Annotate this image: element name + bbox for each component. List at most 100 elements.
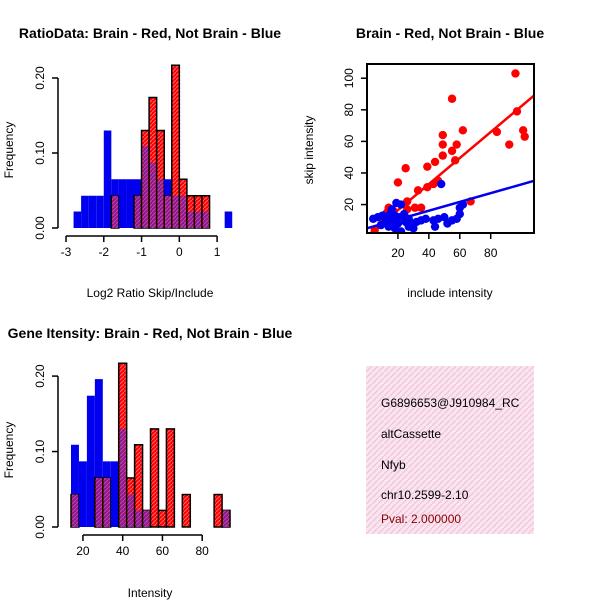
ratio-hist-overlap-bar (157, 179, 164, 228)
intensity-hist-overlap-bar (103, 477, 110, 527)
scatter-point-brain (401, 164, 410, 173)
scatter-point-brain (430, 157, 440, 167)
intensity-hist-blue-bar (78, 461, 87, 527)
scatter-point-brain (518, 126, 528, 135)
ratio-hist-title: RatioData: Brain - Red, Not Brain - Blue (19, 25, 281, 41)
scatter-point-not-brain (437, 179, 446, 189)
info-gene: Nfyb (381, 458, 406, 472)
ratio-hist-overlap-bar (187, 211, 194, 228)
intensity-hist-overlap-bar (127, 494, 134, 527)
ratio-hist-y-tick-label: 0.10 (33, 141, 47, 165)
ratio-hist-y-tick-label: 0.20 (33, 66, 47, 90)
ratio-hist-overlap-bar (195, 211, 201, 228)
scatter-point-brain (423, 162, 432, 171)
scatter-x-tick-label: 40 (422, 246, 436, 260)
scatter-point-not-brain (443, 219, 452, 228)
info-clip: G6896653@J910984_RC altCassette Nfyb chr… (381, 396, 520, 526)
scatter-point-not-brain (396, 200, 406, 209)
scatter-title: Brain - Red, Not Brain - Blue (356, 25, 544, 41)
intensity-hist-red-bar (149, 428, 160, 528)
intensity-hist-x-tick-label: 80 (196, 544, 210, 558)
scatter-point-brain (447, 94, 457, 103)
scatter-point-brain (452, 140, 461, 149)
scatter-axes: 20 40 60 80 20 40 60 80 100 (342, 68, 498, 260)
intensity-hist-overlap-bar (223, 510, 230, 527)
scatter-point-brain (438, 151, 447, 160)
scatter-y-tick-label: 60 (342, 134, 356, 148)
ratio-hist-blue-bar (118, 179, 127, 228)
ratio-hist-x-tick-label: -1 (136, 245, 147, 259)
intensity-hist-bars (70, 362, 231, 528)
ratio-hist-x-tick-label: 1 (214, 245, 221, 259)
intensity-hist-overlap-bar (135, 510, 142, 527)
scatter-point-not-brain (455, 203, 464, 212)
ratio-hist-x-tick-label: -3 (61, 245, 72, 259)
scatter-point-brain (438, 140, 447, 149)
intensity-hist-overlap-bar (95, 477, 102, 527)
ratio-hist-overlap-bar (112, 195, 118, 228)
intensity-hist-y-tick-label: 0.00 (33, 515, 47, 539)
intensity-hist-ylabel: Frequency (2, 422, 16, 479)
scatter-point-brain (511, 69, 520, 78)
ratio-hist-x-tick-label: 0 (176, 245, 183, 259)
ratio-hist-overlap-bar (180, 195, 186, 228)
ratio-hist-overlap-bar (165, 195, 171, 228)
scatter-point-brain (416, 203, 426, 212)
scatter-x-tick-label: 60 (453, 246, 467, 260)
ratio-hist-xlabel: Log2 Ratio Skip/Include (87, 286, 214, 300)
ratio-hist-blue-bar (103, 130, 112, 228)
scatter-frame (366, 63, 535, 234)
intensity-hist-blue-bar (86, 395, 95, 527)
ratio-hist-axes: -3 -2 -1 0 1 0.00 0.10 0.20 (33, 66, 221, 259)
intensity-hist-blue-bar (71, 444, 79, 527)
info-id: G6896653@J910984_RC (381, 396, 520, 410)
scatter-point-not-brain (409, 224, 418, 233)
intensity-hist-x-tick-label: 60 (156, 544, 170, 558)
info-location: chr10.2599-2.10 (381, 488, 469, 502)
intensity-histogram-panel: Gene Itensity: Brain - Red, Not Brain - … (2, 325, 293, 600)
intensity-hist-xlabel: Intensity (128, 586, 173, 600)
intensity-hist-x-tick-label: 40 (116, 544, 130, 558)
info-panel: G6896653@J910984_RC altCassette Nfyb chr… (366, 366, 534, 534)
intensity-hist-y-tick-label: 0.10 (33, 440, 47, 464)
scatter-point-not-brain (421, 214, 430, 223)
intensity-hist-blue-bar (94, 379, 103, 527)
info-background (366, 366, 534, 534)
info-pval: Pval: 2.000000 (381, 512, 461, 526)
scatter-ylabel: skip intensity (302, 116, 316, 185)
scatter-x-tick-label: 80 (484, 246, 498, 260)
scatter-panel: Brain - Red, Not Brain - Blue 20 40 60 8020… (302, 25, 544, 300)
scatter-y-tick-label: 80 (342, 103, 356, 117)
ratio-hist-blue-bar (88, 195, 97, 228)
ratio-hist-x-tick-label: -2 (98, 245, 109, 259)
scatter-x-tick-label: 20 (391, 246, 405, 260)
scatter-point-brain (393, 178, 403, 187)
intensity-hist-axes: 20 40 60 80 0.00 0.10 0.20 (33, 364, 209, 558)
ratio-hist-overlap-bar (203, 211, 209, 228)
scatter-y-tick-label: 40 (342, 166, 356, 180)
scatter-xlabel: include intensity (407, 286, 492, 300)
intensity-hist-x-tick-label: 20 (76, 544, 90, 558)
ratio-hist-bars (73, 64, 233, 229)
scatter-marks (367, 69, 534, 233)
ratio-hist-overlap-bar (142, 146, 149, 228)
scatter-y-tick-label: 20 (342, 198, 356, 212)
intensity-hist-overlap-bar (119, 428, 126, 527)
scatter-point-brain (438, 130, 447, 140)
scatter-point-brain (458, 126, 468, 135)
scatter-y-tick-label: 100 (342, 68, 356, 88)
scatter-point-brain (410, 203, 420, 212)
intensity-hist-red-bar (165, 428, 176, 528)
scatter-point-not-brain (430, 222, 440, 231)
ratio-hist-blue-bar (96, 195, 104, 228)
ratio-hist-overlap-bar (135, 195, 141, 228)
intensity-hist-red-bar (213, 493, 223, 528)
scatter-point-brain (447, 146, 457, 156)
ratio-hist-ylabel: Frequency (2, 122, 16, 179)
scatter-point-not-brain (455, 209, 464, 219)
scatter-point-brain (520, 132, 529, 141)
ratio-hist-overlap-bar (150, 162, 156, 228)
intensity-hist-blue-bar (110, 461, 119, 527)
intensity-hist-y-tick-label: 0.20 (33, 364, 47, 388)
